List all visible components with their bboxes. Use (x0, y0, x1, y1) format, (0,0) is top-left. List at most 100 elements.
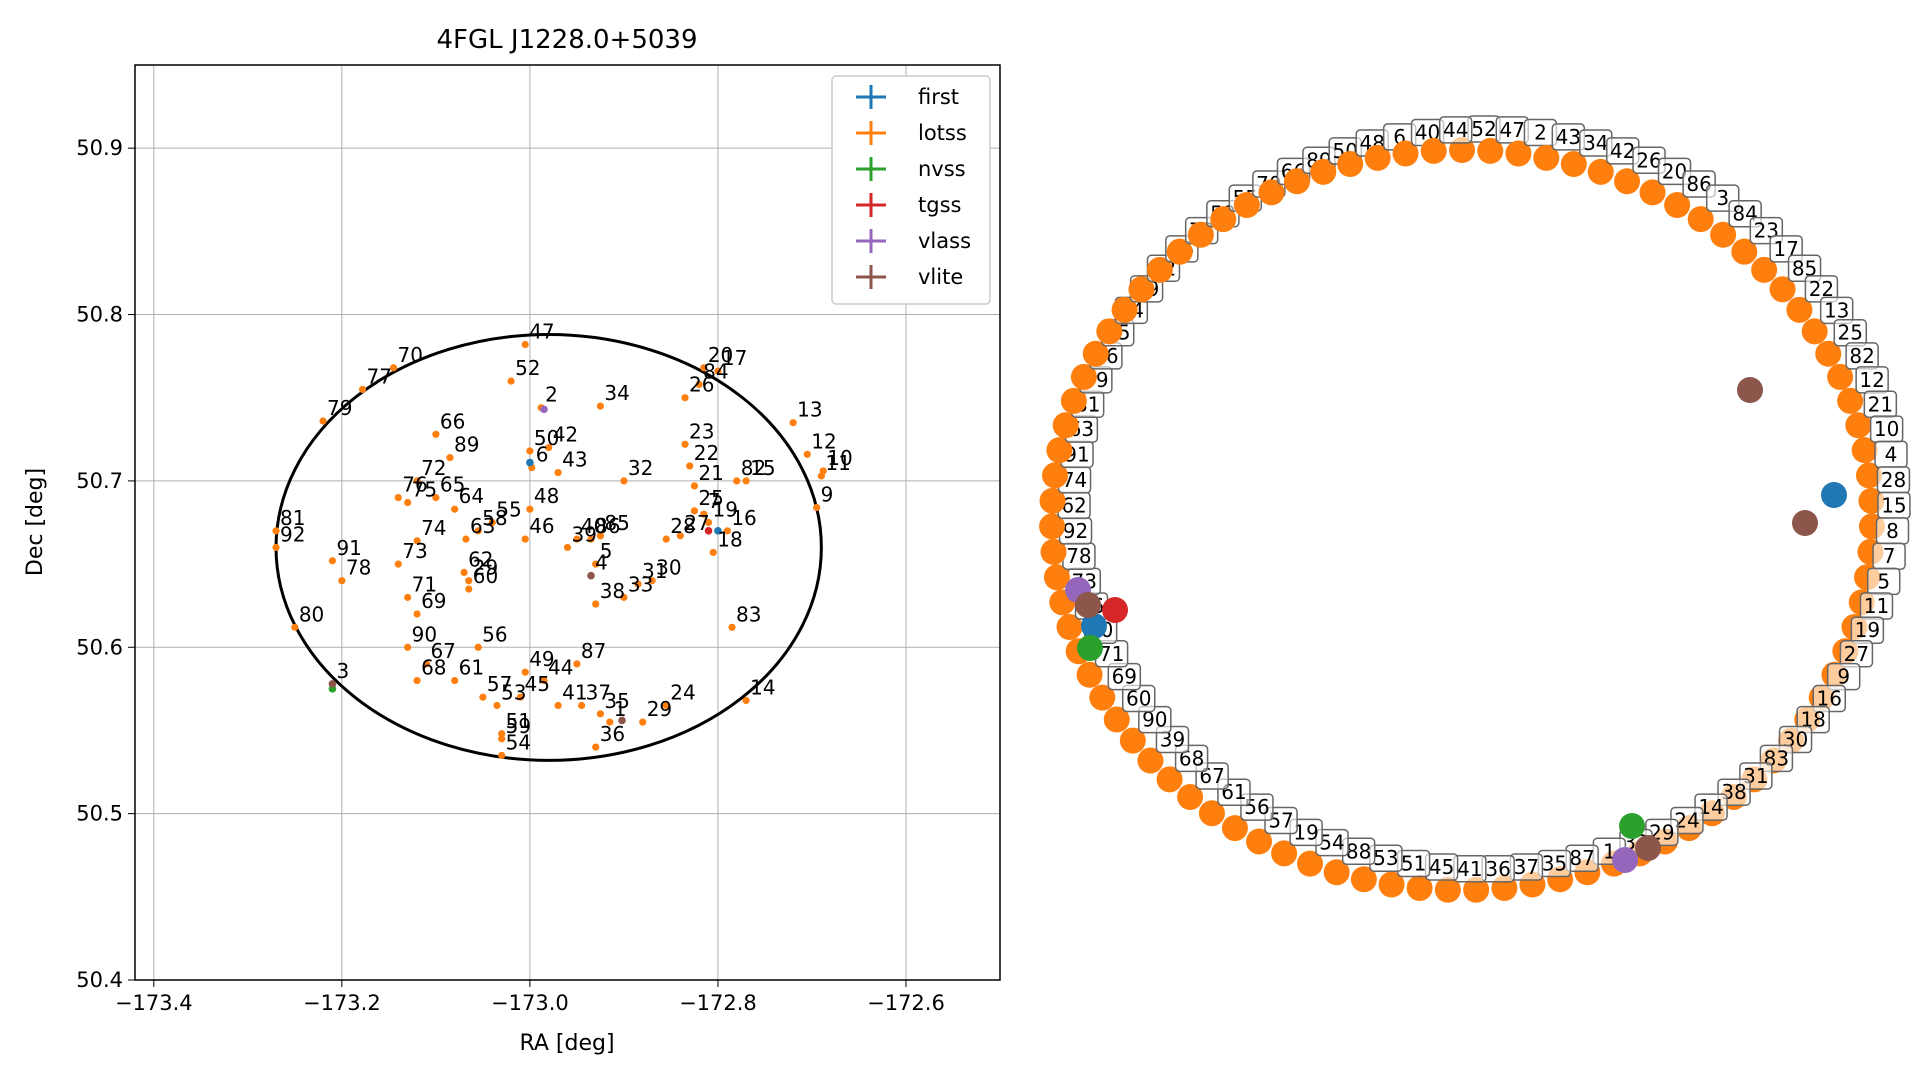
point-label: 32 (628, 456, 653, 480)
lotss-point (573, 660, 581, 668)
lotss-point (714, 367, 722, 375)
ring-marker (1639, 179, 1666, 206)
ring-label: 36 (1485, 857, 1510, 881)
lotss-point (662, 535, 670, 543)
ring-marker (1687, 206, 1714, 233)
point-label: 63 (470, 514, 495, 538)
ring-marker-vlite (1635, 835, 1661, 861)
point-label: 73 (402, 539, 427, 563)
point-label: 52 (515, 356, 540, 380)
point-label: 24 (670, 681, 695, 705)
ring-marker (1786, 296, 1813, 323)
vlite-point (587, 571, 595, 580)
lotss-point (460, 568, 468, 577)
lotss-point (404, 643, 412, 651)
point-label: 23 (689, 419, 714, 443)
right-plot-ring: 52 47 2 43 34 42 26 208638423178522132582122110… (1039, 115, 1911, 903)
chart-title: 4FGL J1228.0+5039 (437, 25, 698, 55)
point-label: 75 (412, 478, 437, 502)
legend-label-nvss: nvss (918, 157, 966, 181)
ring-marker (1271, 840, 1298, 867)
point-label: 10 (827, 446, 852, 470)
ring-label: 62 (1061, 493, 1086, 517)
ring-marker-vlite (1075, 592, 1101, 618)
point-label: 33 (628, 572, 653, 596)
point-label: 25 (698, 486, 723, 510)
legend-label-lotss: lotss (918, 121, 967, 145)
plot-area-frame (134, 64, 1001, 981)
ring-label: 78 (1066, 544, 1091, 568)
ring-label: 11 (1864, 594, 1889, 618)
ring-marker (1827, 363, 1854, 390)
ring-marker (1337, 151, 1364, 178)
point-label: 86 (595, 514, 620, 538)
y-tick-label: 50.5 (76, 802, 123, 826)
point-label: 78 (346, 556, 371, 580)
lotss-point (695, 380, 703, 389)
x-tick-label: −173.0 (491, 991, 569, 1015)
point-label: 91 (336, 536, 361, 560)
lotss-point (422, 660, 431, 668)
ring-marker-tgss (1102, 597, 1128, 623)
ring-label: 44 (1443, 118, 1468, 142)
lotss-point (563, 543, 572, 552)
tgss-point (704, 527, 713, 535)
data-points (272, 340, 827, 760)
point-label: 15 (750, 456, 775, 480)
ring-label: 71 (1099, 642, 1124, 666)
ring-label: 82 (1849, 344, 1874, 368)
point-label: 5 (600, 539, 613, 563)
ring-marker (1505, 140, 1532, 167)
lotss-point (573, 535, 581, 543)
point-label: 39 (572, 522, 597, 546)
lotss-point (488, 518, 496, 527)
lotss-point (358, 385, 367, 394)
point-label: 18 (717, 527, 742, 551)
point-label: 13 (797, 398, 822, 422)
ring-marker (1364, 144, 1391, 171)
point-label: 70 (398, 343, 423, 367)
ring-label: 10 (1874, 417, 1899, 441)
ring-marker (1614, 168, 1641, 195)
lotss-point (404, 498, 412, 507)
point-label: 54 (506, 730, 531, 754)
ring-marker (1731, 238, 1758, 265)
ring-marker (1845, 412, 1872, 439)
point-label: 6 (536, 443, 549, 467)
lotss-point (507, 377, 515, 385)
point-label: 87 (581, 639, 606, 663)
lotss-point (389, 364, 398, 372)
ring-marker (1052, 412, 1079, 439)
ring-marker (1710, 221, 1737, 248)
ring-marker (1420, 137, 1447, 164)
point-label: 57 (487, 672, 512, 696)
ring-marker (1477, 137, 1504, 164)
x-tick-label: −172.6 (867, 991, 945, 1015)
lotss-point (413, 676, 421, 685)
ring-label: 41 (1457, 857, 1482, 881)
point-label: 85 (604, 511, 629, 535)
lotss-point (803, 450, 811, 458)
point-label: 34 (604, 381, 629, 405)
point-label: 17 (722, 346, 747, 370)
lotss-point (648, 577, 656, 585)
ring-marker (1434, 876, 1461, 903)
point-label: 84 (703, 359, 728, 383)
point-label: 74 (421, 516, 446, 540)
point-label: 60 (473, 564, 498, 588)
ring-marker-first (1821, 482, 1847, 508)
point-label: 29 (473, 556, 498, 580)
point-label: 79 (327, 396, 352, 420)
vlite-point (328, 680, 337, 688)
point-label: 29 (647, 697, 672, 721)
ring-marker (1040, 538, 1067, 565)
legend: first lotss nvss tgss vlass vlite (831, 75, 991, 305)
lotss-point (723, 527, 731, 535)
point-label: 65 (440, 473, 465, 497)
point-label: 42 (553, 423, 578, 447)
point-label: 48 (534, 484, 559, 508)
point-label: 62 (468, 547, 493, 571)
point-label: 31 (642, 559, 667, 583)
ring-marker (1096, 318, 1123, 345)
ring-marker (1815, 340, 1842, 367)
